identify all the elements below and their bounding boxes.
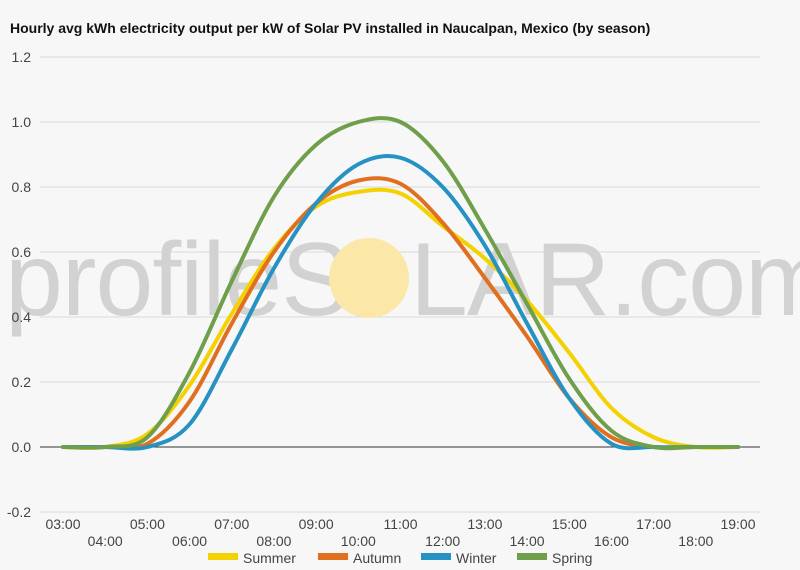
x-tick-label: 04:00 xyxy=(88,533,123,549)
series-line-autumn xyxy=(61,176,740,451)
x-tick-label: 03:00 xyxy=(45,516,80,532)
legend-label: Summer xyxy=(243,550,296,566)
x-tick-label: 11:00 xyxy=(384,516,418,532)
series-line-winter xyxy=(61,154,740,451)
legend-swatch xyxy=(208,553,238,560)
watermark: profileS LAR.com xyxy=(5,222,800,338)
y-tick-label: 0.2 xyxy=(12,374,32,390)
y-tick-label: 1.0 xyxy=(12,114,32,130)
x-tick-label: 14:00 xyxy=(510,533,545,549)
x-tick-label: 19:00 xyxy=(720,516,755,532)
legend-label: Autumn xyxy=(353,550,401,566)
x-tick-label: 13:00 xyxy=(467,516,502,532)
legend-label: Spring xyxy=(552,550,592,566)
x-tick-label: 07:00 xyxy=(214,516,249,532)
x-tick-label: 06:00 xyxy=(172,533,207,549)
legend-swatch xyxy=(318,553,348,560)
chart-title: Hourly avg kWh electricity output per kW… xyxy=(10,20,650,36)
axis-layer: -0.2 0.0 0.2 0.4 0.6 0.8 1.0 1.2 03:00 04:00 05:00… xyxy=(7,49,760,549)
x-tick-label: 17:00 xyxy=(636,516,671,532)
series-line-summer xyxy=(61,187,740,450)
series-line-spring xyxy=(61,116,740,451)
legend-swatch xyxy=(517,553,547,560)
y-tick-label: 0.6 xyxy=(12,244,32,260)
watermark-text-left: profileS xyxy=(5,222,350,338)
y-tick-label: 0.0 xyxy=(12,439,32,455)
y-tick-label: 0.8 xyxy=(12,179,32,195)
sun-icon xyxy=(329,238,409,318)
x-tick-label: 08:00 xyxy=(256,533,291,549)
x-tick-label: 16:00 xyxy=(594,533,629,549)
watermark-text-right: LAR.com xyxy=(410,222,800,338)
x-tick-label: 05:00 xyxy=(130,516,165,532)
x-tick-label: 09:00 xyxy=(299,516,334,532)
x-tick-label: 10:00 xyxy=(341,533,376,549)
legend: Summer Autumn Winter Spring xyxy=(208,550,592,566)
legend-label: Winter xyxy=(456,550,497,566)
legend-swatch xyxy=(421,553,451,560)
x-tick-label: 15:00 xyxy=(552,516,587,532)
y-tick-label: -0.2 xyxy=(7,504,31,520)
y-tick-label: 1.2 xyxy=(12,49,32,65)
x-tick-label: 18:00 xyxy=(678,533,713,549)
x-tick-label: 12:00 xyxy=(425,533,460,549)
y-tick-label: 0.4 xyxy=(12,309,32,325)
series-layer xyxy=(61,116,740,451)
